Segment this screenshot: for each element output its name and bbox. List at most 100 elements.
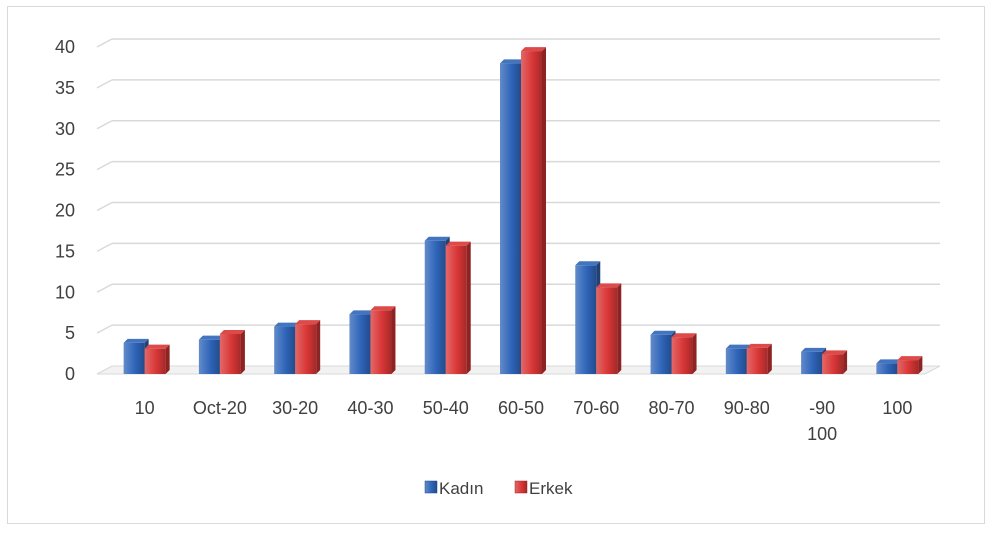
bar-side xyxy=(692,333,697,374)
bar xyxy=(746,343,772,374)
x-tick-label: 10 xyxy=(135,398,155,418)
bar-top xyxy=(897,356,923,361)
bar-side xyxy=(391,306,396,374)
bar-top xyxy=(725,344,751,349)
gridline-side xyxy=(96,324,113,334)
legend: Kadın Erkek xyxy=(424,479,573,498)
bar xyxy=(671,333,697,374)
y-tick-label: 5 xyxy=(65,323,75,343)
x-tick-label: 60-50 xyxy=(498,398,544,418)
gridline-side xyxy=(96,79,113,89)
bar xyxy=(822,350,848,374)
bar-top xyxy=(123,338,149,343)
bar-side xyxy=(918,356,923,374)
bar-top xyxy=(295,320,321,325)
bar-body xyxy=(370,310,392,374)
bar-side xyxy=(466,241,471,374)
bar-body xyxy=(295,324,317,374)
bar-side xyxy=(165,344,170,374)
bar-top xyxy=(424,236,450,241)
legend-swatch xyxy=(514,480,528,494)
bar-top xyxy=(144,344,170,349)
bar-body xyxy=(897,360,919,374)
bar xyxy=(219,329,245,374)
bar-body xyxy=(596,287,618,374)
bar-body xyxy=(725,348,747,374)
x-tick-label: 40-30 xyxy=(347,398,393,418)
bar xyxy=(144,344,170,374)
bar-top xyxy=(746,343,772,348)
y-tick-label: 15 xyxy=(55,241,75,261)
gridline-side xyxy=(96,242,113,253)
bar-body xyxy=(424,240,446,374)
bar xyxy=(295,320,321,374)
gridline-side xyxy=(96,160,113,171)
x-tick-label: 30-20 xyxy=(272,398,318,418)
x-tick-label: Oct-20 xyxy=(193,398,247,418)
y-tick-label: 40 xyxy=(55,37,75,57)
bar xyxy=(596,283,622,374)
bar-side xyxy=(542,47,546,375)
bar-body xyxy=(445,245,467,374)
bar-body xyxy=(274,326,296,374)
gridline-side xyxy=(96,120,113,130)
x-tick-label: 70-60 xyxy=(573,398,619,418)
y-tick-label: 20 xyxy=(55,201,75,221)
bar-top xyxy=(822,350,848,355)
bar xyxy=(370,306,396,374)
bar-top xyxy=(445,241,471,246)
y-tick-label: 35 xyxy=(55,78,75,98)
y-tick-label: 10 xyxy=(55,282,75,302)
bar-body xyxy=(521,51,542,375)
x-tick-label: 90-80 xyxy=(724,398,770,418)
bars xyxy=(123,47,923,375)
bar-top xyxy=(801,347,827,352)
y-tick-label: 30 xyxy=(55,119,75,139)
legend-item: Kadın xyxy=(424,479,483,498)
gridline-side xyxy=(96,201,113,212)
bar-side xyxy=(617,283,622,374)
bar-top xyxy=(349,310,375,315)
bar-body xyxy=(671,337,693,374)
bar-side xyxy=(240,329,245,374)
bar-side xyxy=(316,320,321,374)
x-tick-label: 80-70 xyxy=(649,398,695,418)
x-tick-label: 100 xyxy=(882,398,912,418)
legend-item: Erkek xyxy=(514,479,573,498)
bar-body xyxy=(575,265,597,374)
bar-top xyxy=(521,47,546,52)
bar-top xyxy=(198,335,224,340)
bar-side xyxy=(767,343,772,374)
legend-swatch xyxy=(424,480,438,494)
bar-top xyxy=(575,261,601,266)
x-axis-ticks: 10 Oct-20 30-20 40-30 50-40 60-50 70-60 80-70 90… xyxy=(135,398,913,444)
bar-body xyxy=(198,339,220,374)
legend-label: Erkek xyxy=(529,479,573,498)
bar-top xyxy=(650,330,676,335)
bar-body xyxy=(876,363,898,374)
bar-top xyxy=(370,306,396,311)
x-tick-label: 50-40 xyxy=(423,398,469,418)
y-axis-ticks: 0 5 10 15 20 25 30 35 40 xyxy=(55,37,75,384)
gridline-side xyxy=(96,38,113,48)
bar-body xyxy=(219,333,241,374)
bar-top xyxy=(596,283,622,288)
bar-body xyxy=(123,342,145,374)
bar xyxy=(445,241,471,374)
x-tick-label: -90 xyxy=(809,398,835,418)
bar-top xyxy=(671,333,697,338)
gridline-side xyxy=(96,283,113,293)
bar-body xyxy=(801,351,823,374)
y-tick-label: 25 xyxy=(55,160,75,180)
bar-body xyxy=(746,347,768,374)
bar-body xyxy=(349,314,371,374)
chart-frame xyxy=(7,6,985,524)
bar-top xyxy=(219,329,245,334)
bar xyxy=(521,47,546,375)
bar-body xyxy=(822,354,844,374)
legend-label: Kadın xyxy=(439,479,483,498)
bar-body xyxy=(500,63,521,374)
y-tick-label: 0 xyxy=(65,364,75,384)
bar-top xyxy=(274,322,300,327)
